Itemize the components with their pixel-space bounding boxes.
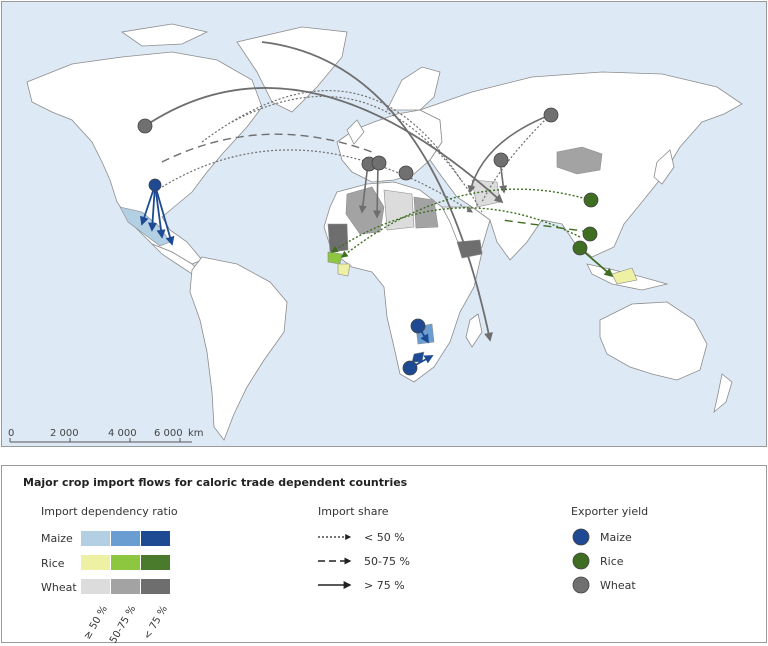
malaysia-rice	[611, 267, 638, 285]
flow-arc-dotted-1	[201, 89, 463, 183]
land-masses	[26, 23, 743, 441]
legend-title: Major crop import flows for caloric trad…	[23, 476, 408, 489]
flow-india-west-africa	[340, 188, 591, 258]
class-label-3: < 75 %	[142, 603, 171, 642]
exporter-rice-vietnam	[572, 240, 588, 256]
exporter-wheat-kazakhstan	[493, 152, 509, 168]
exporter-heading: Exporter yield	[571, 505, 649, 518]
map-canvas: 0 2 000 4 000 6 000 km	[8, 23, 743, 443]
exporter-maize-sa-south	[402, 360, 418, 376]
share-heading: Import share	[318, 505, 389, 518]
swatch-rice-1	[81, 555, 110, 570]
exporter-label-maize: Maize	[600, 531, 632, 544]
flow-europe-west	[358, 163, 369, 214]
class-label-2: 50-75 %	[108, 603, 139, 646]
scale-tick-2: 4 000	[108, 428, 137, 439]
exporter-label-wheat: Wheat	[600, 579, 636, 592]
new-zealand	[713, 373, 733, 414]
scandinavia	[386, 66, 441, 111]
flow-europe-africa	[373, 163, 382, 219]
egypt-wheat	[413, 196, 439, 229]
exporter-wheat-canada	[137, 118, 153, 134]
flow-thailand-malaysia	[581, 249, 614, 278]
south-america	[189, 256, 288, 441]
exporter-dot-maize	[572, 528, 590, 546]
scale-tick-1: 2 000	[50, 428, 79, 439]
dependency-row-rice-label: Rice	[41, 557, 65, 570]
swatch-wheat-1	[81, 579, 110, 594]
exporter-maize-sa-north	[410, 318, 426, 334]
swatch-maize-1	[81, 531, 110, 546]
exporter-dot-rice	[572, 552, 590, 570]
flow-russia-africa	[261, 41, 493, 342]
flow-russia-gulf-2	[481, 114, 551, 203]
australia	[599, 301, 708, 381]
swatch-rice-2	[111, 555, 140, 570]
flow-russia-gulf	[467, 114, 551, 194]
flow-usa-mexico-3	[154, 184, 166, 239]
flow-usa-mexico-1	[140, 184, 156, 226]
libya-wheat	[383, 189, 415, 231]
flow-usa-mexico-4	[154, 184, 175, 246]
mauritania-wheat	[327, 223, 349, 253]
flow-usa-mexico-2	[147, 184, 157, 232]
mongolia-wheat	[556, 146, 603, 175]
exporter-wheat-ukraine	[398, 165, 414, 181]
scale-unit: km	[188, 428, 204, 439]
japan	[653, 149, 675, 185]
share-label-1: < 50 %	[364, 531, 405, 544]
north-america	[26, 51, 263, 265]
flow-usa-north-africa	[161, 149, 474, 213]
exporter-wheat-russia	[543, 107, 559, 123]
greenland	[236, 26, 348, 113]
senegal-rice	[327, 251, 343, 265]
legend: Major crop import flows for caloric trad…	[1, 465, 767, 646]
swatch-wheat-2	[111, 579, 140, 594]
exporter-maize-usa	[148, 178, 162, 192]
share-line-samples	[318, 534, 352, 589]
dependency-heading: Import dependency ratio	[41, 505, 178, 518]
scale-tick-0: 0	[8, 428, 14, 439]
class-label-1: ≥ 50 %	[82, 603, 111, 642]
dependency-row-wheat-label: Wheat	[41, 581, 77, 594]
flow-canada-east	[144, 87, 504, 204]
exporter-dots	[572, 528, 590, 594]
flow-thailand-gulf	[501, 219, 591, 233]
swatch-maize-3	[141, 531, 170, 546]
madagascar	[465, 313, 483, 348]
exporter-markers	[137, 107, 599, 376]
arctic-islands	[120, 23, 209, 47]
exporter-dot-wheat	[572, 576, 590, 594]
flow-arc-dashed	[161, 133, 373, 163]
swatch-wheat-3	[141, 579, 170, 594]
guinea-rice	[337, 263, 351, 277]
share-label-3: > 75 %	[364, 579, 405, 592]
rice-flows	[330, 188, 614, 278]
exporter-rice-thailand	[582, 226, 598, 242]
world-map: 0 2 000 4 000 6 000 km	[1, 1, 767, 447]
uk	[346, 119, 365, 145]
share-label-2: 50-75 %	[364, 555, 410, 568]
swatch-maize-2	[111, 531, 140, 546]
scale-bar: 0 2 000 4 000 6 000 km	[8, 428, 204, 443]
exporter-label-rice: Rice	[600, 555, 624, 568]
wheat-flows	[144, 41, 551, 342]
exporter-rice-china	[583, 192, 599, 208]
scale-tick-3: 6 000	[154, 428, 183, 439]
dependency-row-maize-label: Maize	[41, 532, 73, 545]
exporter-wheat-germany	[371, 155, 387, 171]
flow-arc-dotted-2	[231, 95, 483, 213]
swatch-rice-3	[141, 555, 170, 570]
